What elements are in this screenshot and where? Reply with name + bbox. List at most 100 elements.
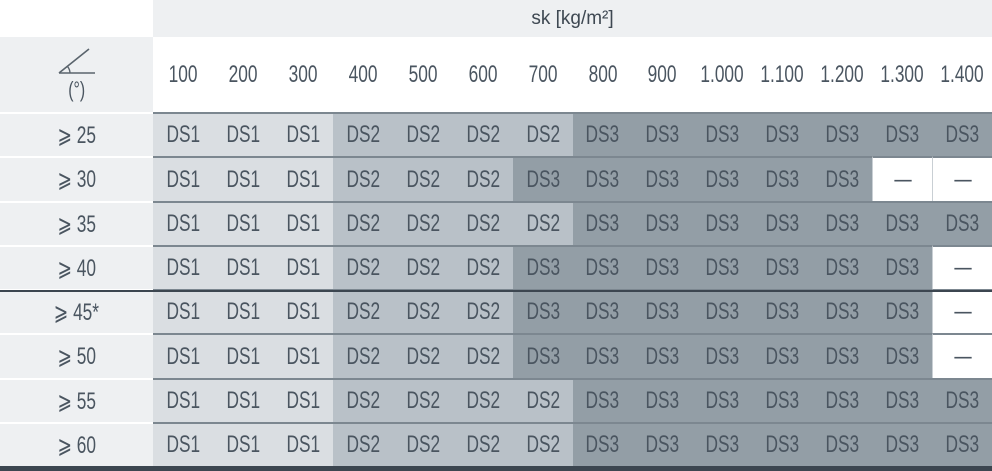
table-cell: DS2 bbox=[393, 378, 453, 422]
table-cell-text: DS3 bbox=[765, 387, 799, 414]
table-cell-text: DS3 bbox=[885, 342, 919, 370]
column-header: 1.400 bbox=[932, 37, 992, 112]
table-cell: DS3 bbox=[872, 201, 932, 245]
column-header-text: 1.000 bbox=[700, 60, 745, 88]
table-cell-text: DS3 bbox=[945, 121, 979, 148]
table-cell-text: DS3 bbox=[526, 165, 560, 193]
table-cell-text: DS1 bbox=[226, 210, 260, 237]
table-cell: DS3 bbox=[692, 156, 752, 201]
table-cell-text: DS2 bbox=[466, 298, 500, 325]
table-cell: — bbox=[932, 333, 992, 378]
table-cell: DS2 bbox=[453, 112, 513, 156]
column-header-text: 1.400 bbox=[940, 60, 985, 88]
table-cell: DS3 bbox=[872, 289, 932, 333]
table-cell-text: DS2 bbox=[406, 165, 440, 193]
table-cell: DS3 bbox=[812, 245, 872, 289]
table-cell-text: DS2 bbox=[406, 387, 440, 414]
table-cell-text: — bbox=[953, 165, 972, 193]
table-cell-text: DS2 bbox=[466, 387, 500, 414]
table-cell-text: DS3 bbox=[885, 431, 919, 458]
row-label: ⩾ 45* bbox=[0, 289, 153, 333]
table-cell: DS2 bbox=[333, 245, 393, 289]
table-cell-text: DS3 bbox=[825, 210, 859, 237]
table-cell-text: DS1 bbox=[286, 431, 320, 458]
row-label: ⩾ 35 bbox=[0, 201, 153, 245]
row-label-text: ⩾ 30 bbox=[57, 166, 96, 193]
table-cell-text: DS2 bbox=[346, 210, 380, 237]
table-cell-text: DS3 bbox=[885, 210, 919, 237]
table-cell-text: DS1 bbox=[286, 298, 320, 325]
table-cell-text: DS1 bbox=[286, 254, 320, 281]
table-cell-text: DS3 bbox=[825, 121, 859, 148]
row-label-text: ⩾ 35 bbox=[57, 210, 96, 238]
table-cell: DS3 bbox=[692, 422, 752, 466]
table-cell: DS2 bbox=[393, 156, 453, 201]
table-cell-text: DS1 bbox=[226, 431, 260, 458]
row-label: ⩾ 25 bbox=[0, 112, 153, 156]
table-cell: DS2 bbox=[453, 156, 513, 201]
table-cell: DS1 bbox=[213, 112, 273, 156]
table-cell-text: DS1 bbox=[166, 165, 200, 193]
table-cell: DS2 bbox=[453, 422, 513, 466]
table-cell-text: DS1 bbox=[226, 165, 260, 193]
table-cell: DS3 bbox=[752, 201, 812, 245]
table-cell-text: DS3 bbox=[645, 254, 679, 281]
column-header: 100 bbox=[153, 37, 214, 112]
table-cell-text: DS2 bbox=[466, 254, 500, 281]
angle-header: (°) bbox=[0, 37, 153, 112]
table-cell-text: DS2 bbox=[466, 342, 500, 370]
table-cell-text: DS3 bbox=[705, 210, 739, 237]
column-header: 700 bbox=[513, 37, 574, 112]
table-cell: DS1 bbox=[213, 422, 273, 466]
table-cell: DS2 bbox=[333, 201, 393, 245]
unit-header: sk [kg/m²] bbox=[153, 0, 992, 37]
table-cell-text: DS1 bbox=[166, 387, 200, 414]
row-label: ⩾ 40 bbox=[0, 245, 153, 289]
table-cell: DS3 bbox=[513, 333, 573, 378]
table-cell: DS2 bbox=[453, 333, 513, 378]
column-header-text: 300 bbox=[289, 60, 318, 88]
table-cell: DS3 bbox=[872, 245, 932, 289]
table-cell: DS3 bbox=[812, 201, 872, 245]
table-cell-text: DS1 bbox=[166, 298, 200, 325]
table-cell: DS3 bbox=[872, 422, 932, 466]
table-cell-text: DS3 bbox=[645, 210, 679, 237]
table-cell: DS3 bbox=[513, 245, 573, 289]
table-cell-text: DS3 bbox=[825, 298, 859, 325]
column-header: 1.300 bbox=[872, 37, 933, 112]
table-cell-text: DS1 bbox=[166, 254, 200, 281]
table-cell-text: DS2 bbox=[346, 254, 380, 281]
table-cell-text: DS1 bbox=[226, 342, 260, 370]
table-cell-text: DS1 bbox=[226, 387, 260, 414]
table-cell-text: DS2 bbox=[346, 298, 380, 325]
table-cell: DS3 bbox=[812, 156, 872, 201]
table-cell-text: DS3 bbox=[765, 298, 799, 325]
table-cell-text: DS2 bbox=[346, 387, 380, 414]
table-cell: DS1 bbox=[153, 201, 213, 245]
table-cell-text: DS3 bbox=[585, 387, 620, 414]
table-cell-text: DS3 bbox=[705, 298, 739, 325]
table-cell: — bbox=[872, 156, 932, 201]
table-cell: DS3 bbox=[812, 378, 872, 422]
row-label-text: ⩾ 25 bbox=[57, 121, 96, 149]
column-header-text: 1.300 bbox=[880, 60, 925, 88]
table-cell-text: DS3 bbox=[705, 387, 739, 414]
table-cell-text: DS3 bbox=[645, 121, 679, 148]
table-cell: DS3 bbox=[752, 112, 812, 156]
table-cell-text: DS1 bbox=[226, 121, 260, 148]
table-cell: DS1 bbox=[153, 378, 213, 422]
table-cell-text: DS2 bbox=[346, 431, 380, 458]
table-cell-text: DS3 bbox=[705, 121, 739, 148]
table-cell: DS3 bbox=[632, 422, 692, 466]
table-cell: DS3 bbox=[632, 156, 692, 201]
table-cell: DS2 bbox=[393, 333, 453, 378]
table-cell: DS1 bbox=[213, 245, 273, 289]
column-header: 800 bbox=[573, 37, 634, 112]
column-header-text: 500 bbox=[409, 60, 438, 88]
table-cell-text: DS1 bbox=[286, 387, 320, 414]
table-cell-text: DS2 bbox=[526, 387, 560, 414]
table-cell: DS3 bbox=[872, 333, 932, 378]
table-cell: DS3 bbox=[632, 245, 692, 289]
table-cell: DS1 bbox=[153, 422, 213, 466]
